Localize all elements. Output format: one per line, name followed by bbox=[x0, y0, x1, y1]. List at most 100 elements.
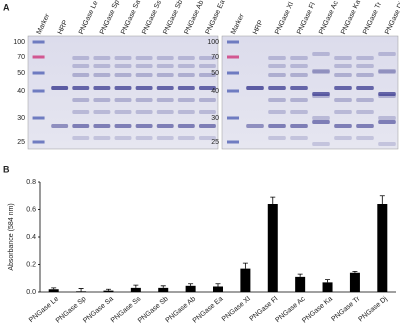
y-tick-label: 0.6 bbox=[26, 206, 36, 213]
protein-band bbox=[334, 86, 352, 90]
protein-band bbox=[378, 116, 396, 120]
marker-label: 40 bbox=[211, 88, 219, 95]
bar bbox=[322, 282, 333, 292]
x-tick-label: PNGase Ka bbox=[301, 296, 334, 325]
protein-band bbox=[51, 124, 69, 128]
error-bar bbox=[133, 284, 139, 288]
lane-label: PNGase Ab bbox=[183, 0, 205, 36]
protein-band bbox=[199, 64, 216, 68]
protein-band bbox=[199, 86, 216, 90]
protein-band bbox=[334, 110, 352, 114]
protein-band bbox=[312, 69, 330, 73]
protein-band bbox=[72, 64, 90, 68]
protein-band bbox=[177, 124, 195, 128]
bar bbox=[158, 287, 169, 292]
x-tick-label: PNGase Dj bbox=[357, 295, 389, 323]
marker-band bbox=[32, 89, 45, 93]
marker-label: 100 bbox=[207, 39, 219, 46]
marker-label: 40 bbox=[17, 88, 25, 95]
protein-band bbox=[378, 52, 396, 56]
protein-band bbox=[290, 56, 308, 60]
marker-band bbox=[32, 40, 45, 44]
lane-label: PNGase Tr bbox=[362, 1, 383, 36]
protein-band bbox=[334, 56, 352, 60]
marker-band bbox=[227, 40, 239, 44]
protein-band bbox=[93, 73, 111, 77]
protein-band bbox=[177, 56, 195, 60]
lane-label: PNGase Ac bbox=[318, 0, 340, 36]
bar bbox=[130, 287, 141, 292]
protein-band bbox=[312, 70, 330, 74]
marker-label: 70 bbox=[211, 54, 219, 61]
error-bar bbox=[242, 262, 248, 269]
marker-band bbox=[32, 55, 45, 59]
gel bbox=[221, 35, 399, 150]
protein-band bbox=[334, 136, 352, 140]
error-bar bbox=[160, 285, 166, 288]
protein-band bbox=[114, 64, 132, 68]
marker-label: 30 bbox=[17, 115, 25, 122]
protein-band bbox=[312, 120, 330, 124]
lane-label: PNGase Fl bbox=[296, 1, 317, 35]
protein-band bbox=[114, 98, 132, 102]
y-tick-label: 0.8 bbox=[26, 179, 36, 186]
protein-band bbox=[356, 86, 374, 90]
protein-band bbox=[135, 56, 153, 60]
protein-band bbox=[290, 136, 308, 140]
bar bbox=[76, 291, 87, 292]
protein-band bbox=[114, 110, 132, 114]
y-tick-label: 0.0 bbox=[26, 289, 36, 296]
protein-band bbox=[156, 124, 174, 128]
protein-band bbox=[177, 136, 195, 140]
protein-band bbox=[156, 56, 174, 60]
protein-band bbox=[334, 98, 352, 102]
protein-band bbox=[290, 98, 308, 102]
marker-band bbox=[32, 71, 45, 75]
lane-label: HRP bbox=[252, 19, 265, 36]
protein-band bbox=[72, 110, 90, 114]
protein-band bbox=[93, 64, 111, 68]
protein-band bbox=[135, 98, 153, 102]
protein-band bbox=[114, 86, 132, 90]
marker-label: 70 bbox=[17, 54, 25, 61]
protein-band bbox=[156, 136, 174, 140]
lane-label: PNGase Sp bbox=[99, 0, 121, 36]
protein-band bbox=[199, 98, 216, 102]
gel bbox=[27, 35, 219, 150]
protein-band bbox=[72, 136, 90, 140]
protein-band bbox=[114, 56, 132, 60]
protein-band bbox=[199, 110, 216, 114]
marker-label: 25 bbox=[211, 139, 219, 146]
lane-label: Marker bbox=[230, 12, 246, 35]
marker-label: 100 bbox=[13, 39, 25, 46]
lane-label: PNGase Sb bbox=[162, 0, 184, 36]
protein-band bbox=[72, 98, 90, 102]
protein-band bbox=[290, 110, 308, 114]
marker-band bbox=[32, 116, 45, 120]
lane-label: PNGase Ss bbox=[141, 0, 163, 36]
protein-band bbox=[72, 124, 90, 128]
protein-band bbox=[378, 120, 396, 124]
bar bbox=[295, 276, 306, 292]
protein-band bbox=[72, 86, 90, 90]
protein-band bbox=[93, 98, 111, 102]
protein-band bbox=[312, 116, 330, 120]
protein-band bbox=[93, 110, 111, 114]
protein-band bbox=[378, 70, 396, 74]
lane-label: PNGase Sa bbox=[120, 0, 142, 36]
protein-band bbox=[268, 86, 286, 90]
protein-band bbox=[378, 142, 396, 146]
protein-band bbox=[268, 124, 286, 128]
x-tick-label: PNGase Ea bbox=[192, 296, 225, 325]
marker-label: 50 bbox=[211, 70, 219, 77]
error-bar bbox=[105, 288, 111, 291]
protein-band bbox=[114, 73, 132, 77]
lane-label: PNGase Le bbox=[78, 0, 100, 36]
protein-band bbox=[312, 142, 330, 146]
protein-band bbox=[246, 86, 264, 90]
protein-band bbox=[199, 124, 216, 128]
protein-band bbox=[334, 64, 352, 68]
protein-band bbox=[268, 56, 286, 60]
marker-label: 25 bbox=[17, 139, 25, 146]
protein-band bbox=[199, 56, 216, 60]
